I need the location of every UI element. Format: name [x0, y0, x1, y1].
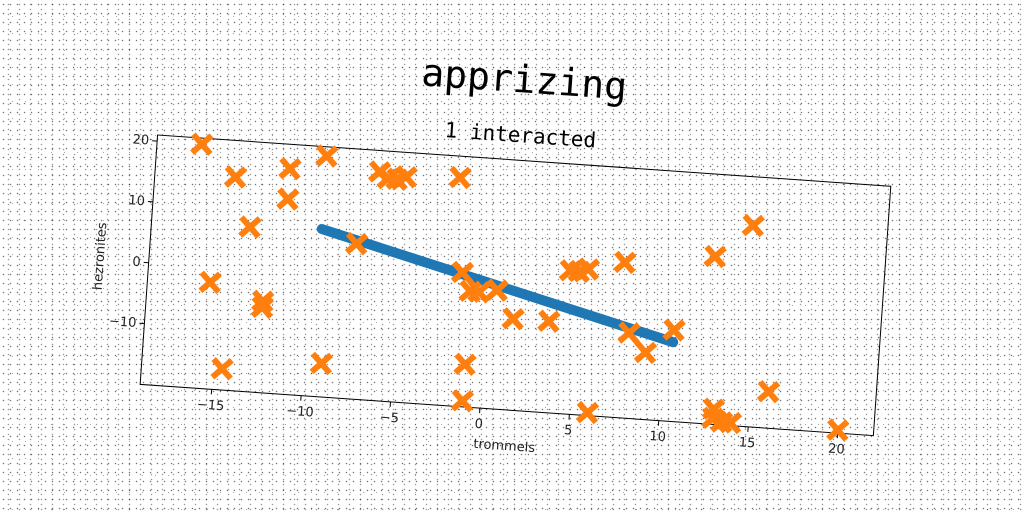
x-tick-label: 5 [564, 423, 573, 439]
data-series [190, 132, 850, 442]
x-axis-label: trommels [473, 437, 536, 456]
y-tick-label: 10 [128, 193, 146, 209]
plot-area [139, 134, 892, 437]
scatter-point [278, 156, 302, 181]
x-tick-label: 0 [474, 417, 483, 433]
x-tick-label: 15 [738, 435, 756, 451]
scatter-point [223, 165, 248, 189]
y-axis: −10 0 10 20 [108, 132, 158, 331]
x-axis: −15 −10 −5 0 5 10 15 20 [196, 389, 846, 458]
scatter-point [344, 231, 369, 256]
scatter-point [613, 250, 637, 275]
scatter-point [198, 270, 222, 295]
scatter-point [701, 406, 725, 431]
x-tick-label: −5 [379, 410, 399, 426]
x-tick-label: −15 [196, 397, 224, 414]
y-tick-label: 0 [132, 255, 141, 271]
scatter-point [501, 307, 525, 331]
scatter-point [309, 351, 334, 376]
scatter-point [575, 400, 600, 425]
scatter-point [633, 340, 658, 365]
scatter-point [210, 357, 234, 381]
x-tick-label: 10 [649, 429, 667, 445]
scatter-point [826, 418, 850, 442]
scatter-point [741, 213, 765, 238]
y-axis-label: hezronites [91, 222, 111, 291]
scatter-point [537, 309, 561, 333]
scatter-point [450, 389, 475, 413]
scatter-point [276, 187, 300, 211]
scatter-point [617, 321, 641, 345]
chart-subtitle: 1 interacted [444, 118, 597, 153]
scatter-point [467, 280, 491, 304]
scatter-point [238, 215, 262, 239]
scatter-point [576, 257, 601, 281]
scatter-point [662, 318, 686, 342]
chart-title: apprizing [420, 50, 628, 108]
scatter-point [190, 132, 214, 156]
trend-line [316, 223, 679, 348]
x-tick-label: 20 [828, 442, 846, 458]
chart-figure: apprizing 1 interacted −10 0 10 20 −15 −10 −5… [91, 50, 892, 458]
scatter-point [448, 165, 472, 190]
scatter-point [453, 352, 477, 377]
x-tick-label: −10 [286, 404, 314, 421]
scatter-point [485, 278, 509, 302]
y-tick-label: 20 [132, 132, 150, 148]
y-tick-label: −10 [108, 314, 136, 331]
scatter-point [718, 410, 743, 435]
scatter-point [250, 295, 275, 320]
scatter-point [756, 379, 781, 404]
scatter-point [450, 260, 475, 285]
scatter-point [315, 144, 339, 168]
scatter-point [394, 165, 418, 189]
scatter-point [703, 244, 727, 269]
